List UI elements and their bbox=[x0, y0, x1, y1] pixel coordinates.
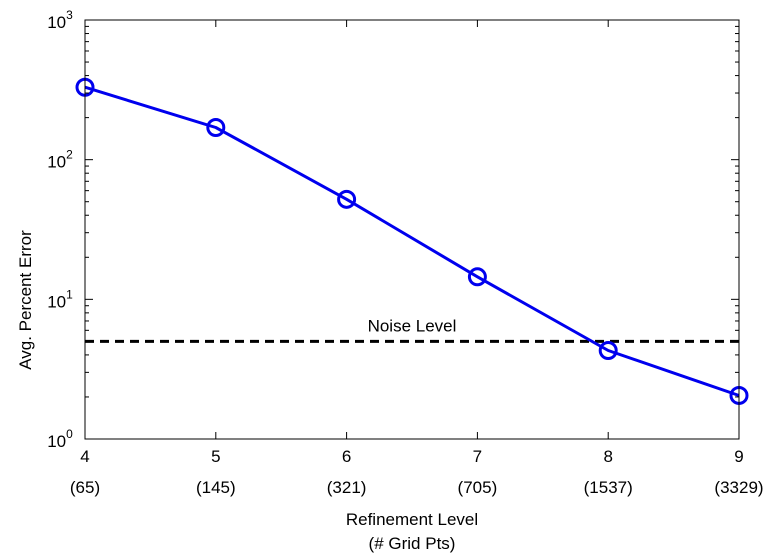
x-axis-label: Refinement Level bbox=[346, 510, 478, 529]
axes-box bbox=[84, 19, 740, 440]
noise-level-label: Noise Level bbox=[368, 316, 457, 335]
x-tick-sublabel: (145) bbox=[196, 478, 236, 497]
x-tick-label: 7 bbox=[473, 447, 482, 466]
y-tick-label: 100 bbox=[47, 427, 73, 451]
x-tick-sublabel: (3329) bbox=[714, 478, 763, 497]
x-tick-label: 8 bbox=[603, 447, 612, 466]
y-tick-label: 102 bbox=[47, 148, 73, 172]
x-tick-label: 5 bbox=[211, 447, 220, 466]
x-tick-label: 9 bbox=[734, 447, 743, 466]
y-tick-label: 103 bbox=[47, 8, 73, 32]
data-point bbox=[337, 189, 357, 209]
x-tick-sublabel: (65) bbox=[70, 478, 100, 497]
data-point bbox=[598, 341, 618, 361]
x-tick-sublabel: (705) bbox=[458, 478, 498, 497]
axes: 4 (65) 5 (145) 6 (321) 7 (705) 8 (1537) 9 (3329) 100… bbox=[47, 8, 763, 497]
x-axis-label-secondary: (# Grid Pts) bbox=[369, 534, 456, 553]
x-tick-sublabel: (1537) bbox=[584, 478, 633, 497]
y-tick-label: 101 bbox=[47, 287, 73, 311]
data-point bbox=[467, 267, 487, 287]
x-tick-label: 6 bbox=[342, 447, 351, 466]
series-line bbox=[84, 85, 740, 397]
x-tick-sublabel: (321) bbox=[327, 478, 367, 497]
data-point bbox=[206, 117, 226, 137]
x-tick-label: 4 bbox=[80, 447, 89, 466]
y-axis-label: Avg. Percent Error bbox=[16, 230, 35, 370]
plot-area: Noise Level bbox=[75, 77, 749, 405]
